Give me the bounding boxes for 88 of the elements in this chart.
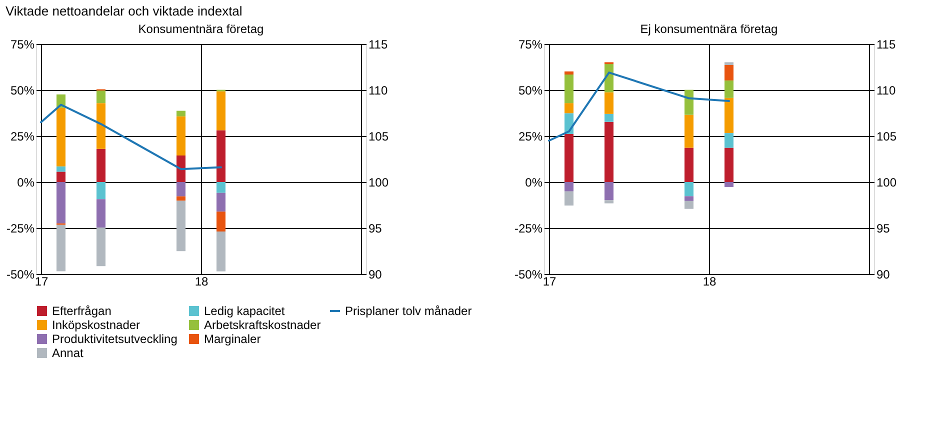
y-tick-label: 50% — [518, 84, 543, 98]
bar — [604, 200, 614, 204]
bar — [96, 182, 106, 200]
y-tick-label: 25% — [10, 130, 35, 144]
y2-tick-label: 90 — [368, 268, 382, 282]
y2-tick-label: 105 — [876, 130, 897, 144]
y2-tick-label: 105 — [368, 130, 389, 144]
y-tick-label: 50% — [10, 84, 35, 98]
legend-label: Prisplaner tolv månader — [345, 304, 472, 318]
legend-label: Marginaler — [204, 332, 261, 346]
bar — [176, 196, 186, 201]
y-tick-label: -25% — [514, 222, 543, 236]
line-series — [548, 72, 730, 142]
bar — [724, 64, 734, 80]
bar — [564, 74, 574, 104]
y-tick-label: -50% — [6, 268, 35, 282]
chart-title: Konsumentnära företag — [138, 22, 264, 36]
y-tick-label: -50% — [514, 268, 543, 282]
bar — [564, 134, 574, 182]
bar — [216, 192, 226, 212]
chart-title: Ej konsumentnära företag — [640, 22, 778, 36]
legend-label: Produktivitetsutveckling — [52, 332, 178, 346]
bar — [564, 191, 574, 206]
y2-tick-label: 110 — [876, 84, 896, 98]
legend-label: Inköpskostnader — [52, 318, 140, 332]
bar — [96, 90, 106, 104]
bar — [216, 182, 226, 193]
bar — [176, 182, 186, 196]
x-tick-label: 18 — [702, 274, 716, 288]
y2-tick-label: 95 — [876, 222, 890, 236]
bar — [724, 182, 734, 187]
bar — [684, 90, 694, 115]
bar — [96, 199, 106, 228]
x-tick-label: 18 — [194, 274, 208, 288]
y-tick-label: 75% — [518, 38, 543, 52]
x-tick-label: 17 — [542, 274, 556, 288]
legend-label: Efterfrågan — [52, 304, 112, 318]
y2-tick-label: 110 — [368, 84, 388, 98]
bar — [56, 108, 66, 166]
bar — [604, 92, 614, 114]
bar — [96, 148, 106, 182]
line-series — [40, 104, 222, 170]
y2-tick-label: 115 — [876, 38, 896, 52]
bar — [96, 103, 106, 149]
y-tick-label: 25% — [518, 130, 543, 144]
y-tick-label: 0% — [525, 176, 543, 190]
y2-tick-label: 90 — [876, 268, 890, 282]
bar — [684, 196, 694, 201]
bar — [56, 172, 66, 182]
y2-tick-label: 95 — [368, 222, 382, 236]
bar — [724, 80, 734, 98]
chart-subtitle: Viktade nettoandelar och viktade indextal — [5, 4, 242, 18]
bar — [724, 98, 734, 134]
bar — [176, 110, 186, 116]
bar — [216, 91, 226, 130]
bar — [96, 227, 106, 266]
legend-label: Arbetskraftskostnader — [204, 318, 321, 332]
bar — [56, 224, 66, 272]
y-tick-label: 75% — [10, 38, 35, 52]
bar — [684, 182, 694, 196]
bar — [176, 200, 186, 252]
bar — [176, 156, 186, 182]
bar — [56, 182, 66, 224]
bar — [604, 182, 614, 200]
y2-tick-label: 115 — [368, 38, 388, 52]
bar — [604, 122, 614, 182]
bar — [56, 166, 66, 172]
bar — [684, 148, 694, 182]
x-tick-label: 17 — [34, 274, 48, 288]
bar — [604, 114, 614, 122]
bar — [684, 200, 694, 209]
bar — [564, 182, 574, 192]
bar — [216, 130, 226, 182]
y2-tick-label: 100 — [876, 176, 897, 190]
bar — [564, 103, 574, 114]
bar — [216, 212, 226, 232]
y-tick-label: -25% — [6, 222, 35, 236]
legend-label: Annat — [52, 346, 84, 360]
y2-tick-label: 100 — [368, 176, 389, 190]
bar — [684, 114, 694, 148]
bar — [724, 62, 734, 65]
bar — [724, 133, 734, 148]
y-tick-label: 0% — [17, 176, 35, 190]
bar — [176, 116, 186, 156]
bar — [564, 71, 574, 75]
bar — [724, 148, 734, 182]
bar — [216, 231, 226, 272]
legend-label: Ledig kapacitet — [204, 304, 286, 318]
